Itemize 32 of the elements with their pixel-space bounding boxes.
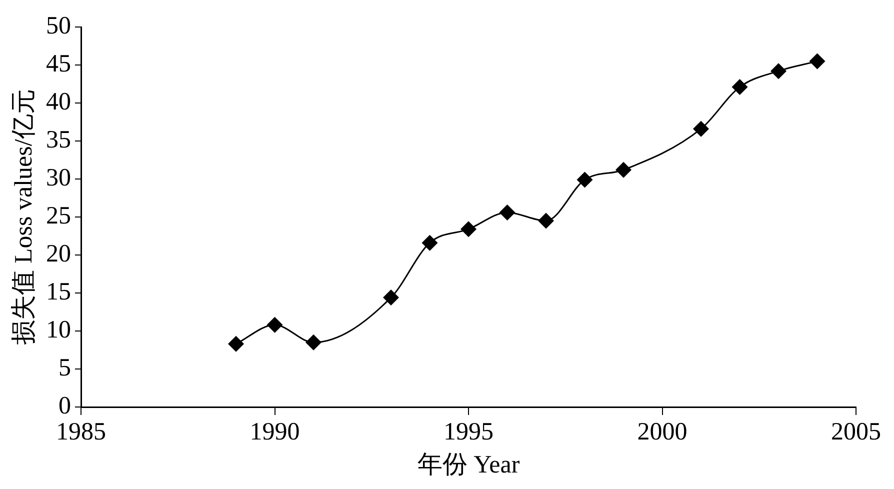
- y-tick-label: 0: [58, 392, 71, 420]
- point: [770, 63, 786, 80]
- point: [809, 53, 826, 70]
- point: [422, 234, 438, 251]
- point: [383, 290, 399, 306]
- point: [460, 221, 476, 238]
- point: [538, 212, 554, 229]
- y-tick-label: 15: [46, 278, 71, 306]
- x-tick-label: 2005: [831, 418, 881, 446]
- y-axis-title: 损失值 Loss values/亿元: [10, 89, 38, 345]
- y-tick-label: 10: [46, 316, 71, 344]
- y-tick-label: 30: [46, 164, 71, 192]
- y-tick-label: 20: [46, 240, 71, 268]
- point: [266, 316, 283, 333]
- point: [732, 79, 748, 96]
- x-tick-label: 1985: [56, 418, 106, 446]
- point: [228, 336, 244, 352]
- point: [616, 162, 632, 178]
- point: [499, 204, 516, 220]
- x-tick-label: 1990: [250, 418, 300, 446]
- point: [306, 334, 322, 350]
- y-tick-label: 45: [46, 50, 71, 78]
- y-tick-label: 50: [46, 12, 71, 40]
- y-tick-label: 25: [46, 202, 71, 230]
- x-tick-label: 1995: [444, 418, 494, 446]
- y-tick-label: 40: [46, 88, 71, 116]
- y-tick-label: 5: [58, 354, 71, 382]
- point: [693, 120, 709, 137]
- x-tick-label: 2000: [637, 418, 688, 446]
- point: [576, 172, 593, 188]
- x-axis-title: 年份 Year: [417, 452, 520, 479]
- y-tick-label: 35: [46, 126, 71, 154]
